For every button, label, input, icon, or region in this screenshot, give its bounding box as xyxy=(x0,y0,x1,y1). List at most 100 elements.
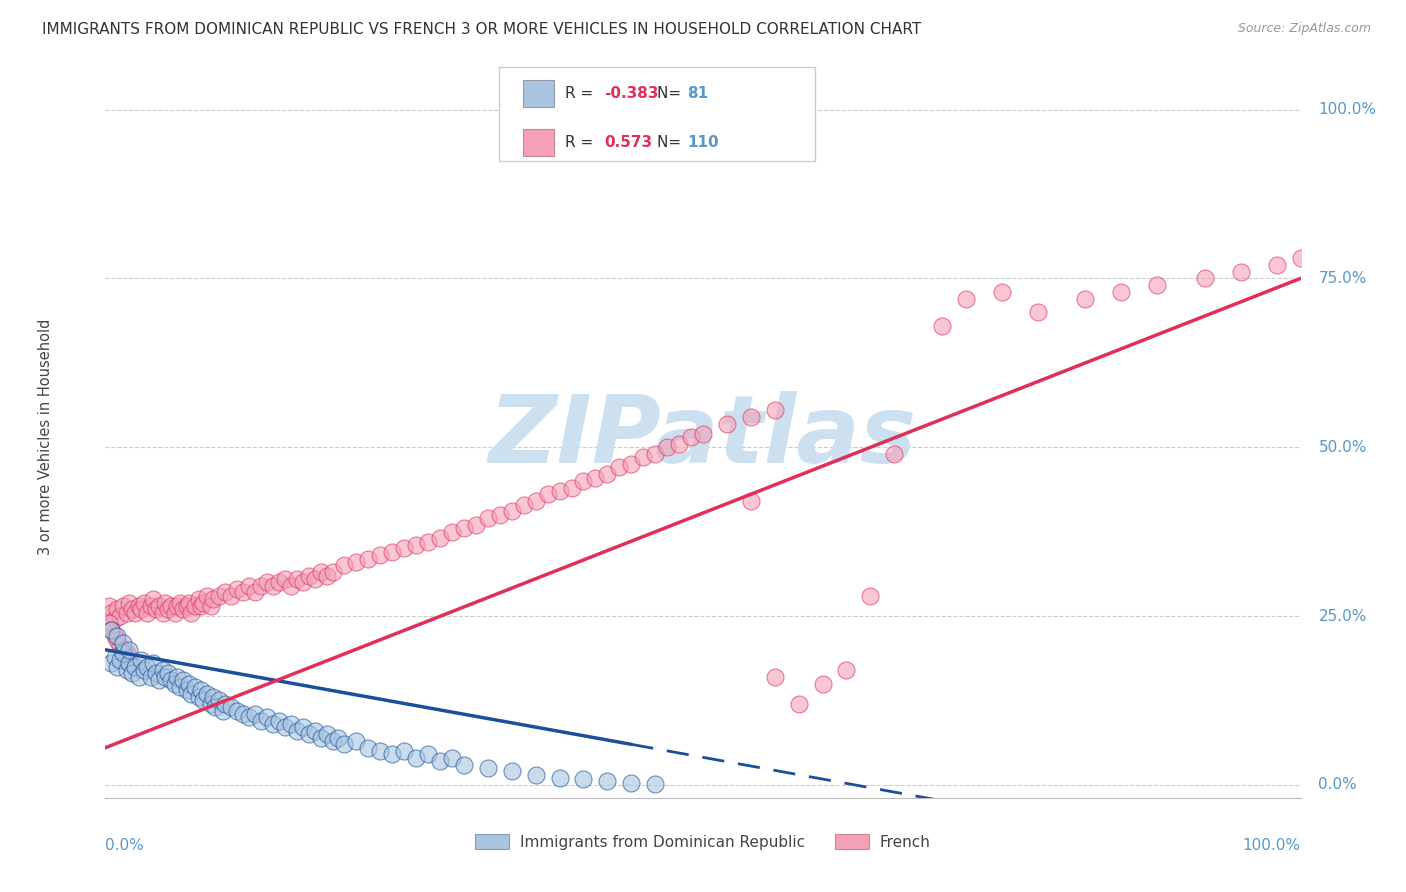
Point xyxy=(104,629,127,643)
Point xyxy=(1289,251,1312,265)
Point xyxy=(536,487,558,501)
Point xyxy=(321,565,344,579)
Point xyxy=(633,450,655,465)
Point xyxy=(524,768,547,782)
Text: 75.0%: 75.0% xyxy=(1319,271,1367,286)
Point xyxy=(115,606,138,620)
Point xyxy=(291,575,314,590)
Point xyxy=(298,568,321,582)
Point xyxy=(225,582,249,596)
Point xyxy=(108,609,131,624)
Point xyxy=(187,690,209,704)
Point xyxy=(440,524,463,539)
Point xyxy=(620,776,643,790)
Point xyxy=(477,761,499,775)
Point xyxy=(200,599,222,613)
Point xyxy=(153,595,177,609)
Point xyxy=(368,548,391,562)
Point xyxy=(262,579,284,593)
Point xyxy=(524,494,547,508)
Point xyxy=(115,646,138,660)
Text: 110: 110 xyxy=(688,136,718,150)
Point xyxy=(1194,271,1216,285)
Point xyxy=(190,683,212,698)
Point xyxy=(139,670,162,684)
Point xyxy=(148,673,170,688)
Point xyxy=(108,640,131,654)
Point xyxy=(211,704,233,718)
Point xyxy=(166,599,188,613)
Point xyxy=(152,663,174,677)
Point xyxy=(177,595,201,609)
Point xyxy=(193,693,215,707)
Point xyxy=(309,731,332,745)
Point xyxy=(267,575,290,590)
Text: R =: R = xyxy=(565,136,603,150)
Point xyxy=(256,710,278,724)
Point xyxy=(740,494,762,508)
Point xyxy=(381,545,404,559)
Text: 0.573: 0.573 xyxy=(605,136,652,150)
Point xyxy=(513,498,536,512)
Point xyxy=(142,657,165,671)
Point xyxy=(1146,278,1168,293)
Point xyxy=(177,676,201,690)
Point xyxy=(357,740,380,755)
Point xyxy=(1026,305,1049,319)
Point xyxy=(273,572,295,586)
Point xyxy=(200,697,222,711)
Point xyxy=(107,629,129,643)
Point xyxy=(208,693,231,707)
Point xyxy=(112,636,135,650)
Text: 100.0%: 100.0% xyxy=(1319,102,1376,117)
Point xyxy=(328,731,350,745)
Point xyxy=(280,717,302,731)
Point xyxy=(124,606,146,620)
Point xyxy=(184,680,207,694)
Point xyxy=(214,697,236,711)
Point xyxy=(107,659,129,673)
Point xyxy=(187,592,209,607)
Point xyxy=(392,744,416,758)
Point xyxy=(501,764,523,779)
Point xyxy=(136,659,159,673)
Text: 25.0%: 25.0% xyxy=(1319,608,1367,624)
Point xyxy=(163,606,186,620)
Point xyxy=(333,558,356,573)
Point xyxy=(298,727,321,741)
Text: IMMIGRANTS FROM DOMINICAN REPUBLIC VS FRENCH 3 OR MORE VEHICLES IN HOUSEHOLD COR: IMMIGRANTS FROM DOMINICAN REPUBLIC VS FR… xyxy=(42,22,921,37)
Point xyxy=(129,653,153,667)
Point xyxy=(238,710,260,724)
Point xyxy=(291,721,314,735)
Point xyxy=(763,403,786,417)
Point xyxy=(129,602,153,616)
Point xyxy=(115,663,138,677)
Point xyxy=(285,572,308,586)
Point xyxy=(740,409,762,424)
Point xyxy=(118,595,141,609)
Point xyxy=(121,666,143,681)
Point xyxy=(152,606,174,620)
Point xyxy=(156,666,179,681)
Point xyxy=(429,754,451,768)
Point xyxy=(128,670,150,684)
Point xyxy=(429,532,451,546)
Point xyxy=(169,595,191,609)
Point xyxy=(859,589,882,603)
Point xyxy=(238,579,260,593)
Point xyxy=(763,670,786,684)
Point xyxy=(596,774,619,789)
Point xyxy=(285,723,308,738)
Point xyxy=(280,579,302,593)
Text: 50.0%: 50.0% xyxy=(1319,440,1367,455)
Point xyxy=(128,599,150,613)
Text: ZIPatlas: ZIPatlas xyxy=(489,391,917,483)
Point xyxy=(132,663,155,677)
Point xyxy=(607,460,630,475)
Point xyxy=(121,602,143,616)
Point xyxy=(811,676,834,690)
Point xyxy=(1111,285,1133,299)
Point xyxy=(166,670,188,684)
Point xyxy=(108,653,131,667)
Point xyxy=(176,683,198,698)
